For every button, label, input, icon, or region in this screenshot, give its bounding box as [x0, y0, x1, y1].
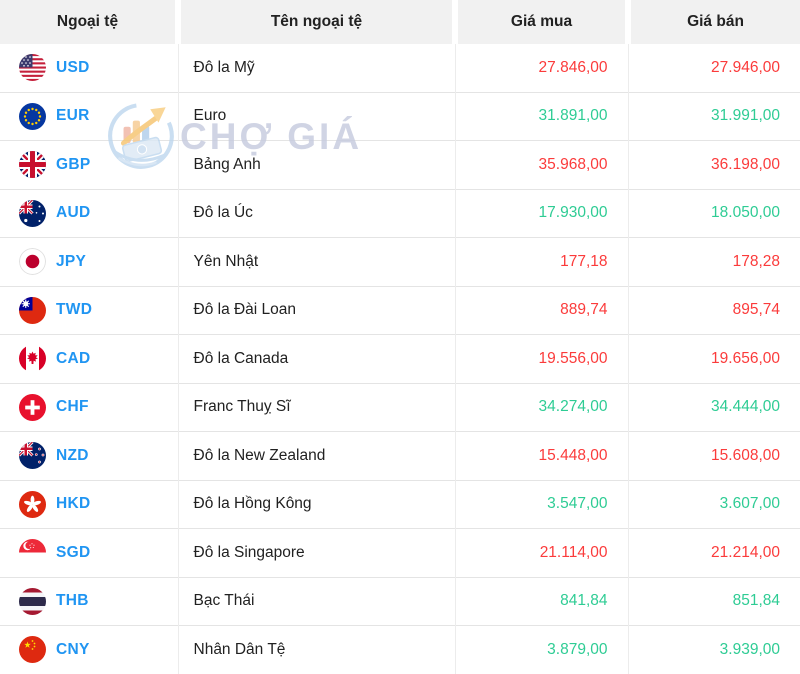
header-sell-price: Giá bán — [625, 0, 800, 44]
currency-cell: CAD — [0, 334, 178, 383]
sell-price: 15.608,00 — [627, 431, 800, 480]
currency-name: Đô la Mỹ — [177, 44, 455, 92]
sell-price: 27.946,00 — [627, 44, 800, 92]
table-row: USD Đô la Mỹ 27.846,00 27.946,00 — [0, 44, 800, 92]
currency-code-link[interactable]: USD — [56, 58, 90, 76]
currency-name: Đô la Đài Loan — [177, 285, 455, 335]
currency-cell: TWD — [0, 285, 178, 335]
usd-flag-icon — [19, 54, 46, 82]
currency-code-link[interactable]: GBP — [56, 155, 91, 173]
buy-price: 34.274,00 — [454, 382, 628, 432]
buy-price: 27.846,00 — [454, 44, 628, 92]
currency-cell: CHF — [0, 382, 178, 432]
buy-price: 15.448,00 — [454, 431, 628, 480]
sell-price: 21.214,00 — [627, 528, 800, 577]
sell-price: 18.050,00 — [627, 188, 800, 238]
table-body: USD Đô la Mỹ 27.846,00 27.946,00 EUR Euro 31.8… — [0, 44, 800, 674]
sgd-flag-icon — [19, 539, 46, 567]
buy-price: 889,74 — [454, 285, 628, 335]
header-currency: Ngoại tệ — [0, 0, 178, 44]
chf-flag-icon — [19, 393, 46, 421]
twd-flag-icon — [19, 296, 46, 324]
cad-flag-icon — [19, 345, 46, 373]
sell-price: 178,28 — [627, 237, 800, 286]
currency-code-link[interactable]: TWD — [56, 301, 93, 319]
currency-name: Yên Nhật — [177, 237, 455, 286]
table-row: CHF Franc Thuỵ Sĩ 34.274,00 34.444,00 — [0, 382, 800, 432]
currency-code-link[interactable]: SGD — [56, 543, 91, 561]
nzd-flag-icon — [19, 442, 46, 470]
currency-name: Nhân Dân Tệ — [177, 625, 455, 674]
sell-price: 851,84 — [627, 576, 800, 626]
currency-code-link[interactable]: EUR — [56, 107, 90, 125]
jpy-flag-icon — [19, 248, 46, 276]
currency-cell: HKD — [0, 479, 178, 529]
currency-code-link[interactable]: JPY — [56, 252, 87, 270]
table-row: NZD Đô la New Zealand 15.448,00 15.608,00 — [0, 431, 800, 480]
table-row: AUD Đô la Úc 17.930,00 18.050,00 — [0, 188, 800, 238]
currency-code-link[interactable]: THB — [56, 592, 89, 610]
table-row: CAD Đô la Canada 19.556,00 19.656,00 — [0, 334, 800, 383]
table-row: JPY Yên Nhật 177,18 178,28 — [0, 237, 800, 286]
currency-cell: GBP — [0, 140, 178, 189]
currency-name: Bạc Thái — [177, 576, 455, 626]
buy-price: 3.547,00 — [454, 479, 628, 529]
buy-price: 3.879,00 — [454, 625, 628, 674]
sell-price: 3.607,00 — [627, 479, 800, 529]
currency-code-link[interactable]: NZD — [56, 446, 89, 464]
gbp-flag-icon — [19, 151, 46, 179]
currency-code-link[interactable]: AUD — [56, 204, 91, 222]
header-currency-name: Tên ngoại tệ — [175, 0, 455, 44]
currency-name: Đô la Hồng Kông — [177, 479, 455, 529]
hkd-flag-icon — [19, 490, 46, 518]
sell-price: 19.656,00 — [627, 334, 800, 383]
sell-price: 895,74 — [627, 285, 800, 335]
buy-price: 19.556,00 — [454, 334, 628, 383]
buy-price: 841,84 — [454, 576, 628, 626]
table-header: Ngoại tệ Tên ngoại tệ Giá mua Giá bán — [0, 0, 800, 44]
currency-name: Đô la Singapore — [177, 528, 455, 577]
table-row: CNY Nhân Dân Tệ 3.879,00 3.939,00 — [0, 625, 800, 674]
header-buy-price: Giá mua — [452, 0, 628, 44]
cny-flag-icon — [19, 636, 46, 664]
table-row: TWD Đô la Đài Loan 889,74 895,74 — [0, 285, 800, 335]
currency-cell: AUD — [0, 188, 178, 238]
sell-price: 3.939,00 — [627, 625, 800, 674]
currency-name: Euro — [177, 91, 455, 141]
table-row: THB Bạc Thái 841,84 851,84 — [0, 576, 800, 626]
table-row: SGD Đô la Singapore 21.114,00 21.214,00 — [0, 528, 800, 577]
currency-name: Bảng Anh — [177, 140, 455, 189]
currency-code-link[interactable]: CHF — [56, 398, 89, 416]
buy-price: 31.891,00 — [454, 91, 628, 141]
currency-name: Đô la New Zealand — [177, 431, 455, 480]
sell-price: 31.991,00 — [627, 91, 800, 141]
sell-price: 34.444,00 — [627, 382, 800, 432]
currency-cell: USD — [0, 44, 178, 92]
sell-price: 36.198,00 — [627, 140, 800, 189]
currency-name: Đô la Canada — [177, 334, 455, 383]
currency-cell: SGD — [0, 528, 178, 577]
currency-cell: JPY — [0, 237, 178, 286]
currency-name: Đô la Úc — [177, 188, 455, 238]
buy-price: 177,18 — [454, 237, 628, 286]
currency-name: Franc Thuỵ Sĩ — [177, 382, 455, 432]
buy-price: 17.930,00 — [454, 188, 628, 238]
table-row: GBP Bảng Anh 35.968,00 36.198,00 — [0, 140, 800, 189]
thb-flag-icon — [19, 587, 46, 615]
currency-code-link[interactable]: HKD — [56, 495, 91, 513]
currency-code-link[interactable]: CAD — [56, 349, 91, 367]
currency-cell: NZD — [0, 431, 178, 480]
buy-price: 21.114,00 — [454, 528, 628, 577]
aud-flag-icon — [19, 199, 46, 227]
currency-cell: CNY — [0, 625, 178, 674]
table-row: HKD Đô la Hồng Kông 3.547,00 3.607,00 — [0, 479, 800, 529]
table-row: EUR Euro 31.891,00 31.991,00 — [0, 91, 800, 141]
currency-code-link[interactable]: CNY — [56, 640, 90, 658]
currency-cell: THB — [0, 576, 178, 626]
currency-cell: EUR — [0, 91, 178, 141]
eur-flag-icon — [19, 102, 46, 130]
buy-price: 35.968,00 — [454, 140, 628, 189]
